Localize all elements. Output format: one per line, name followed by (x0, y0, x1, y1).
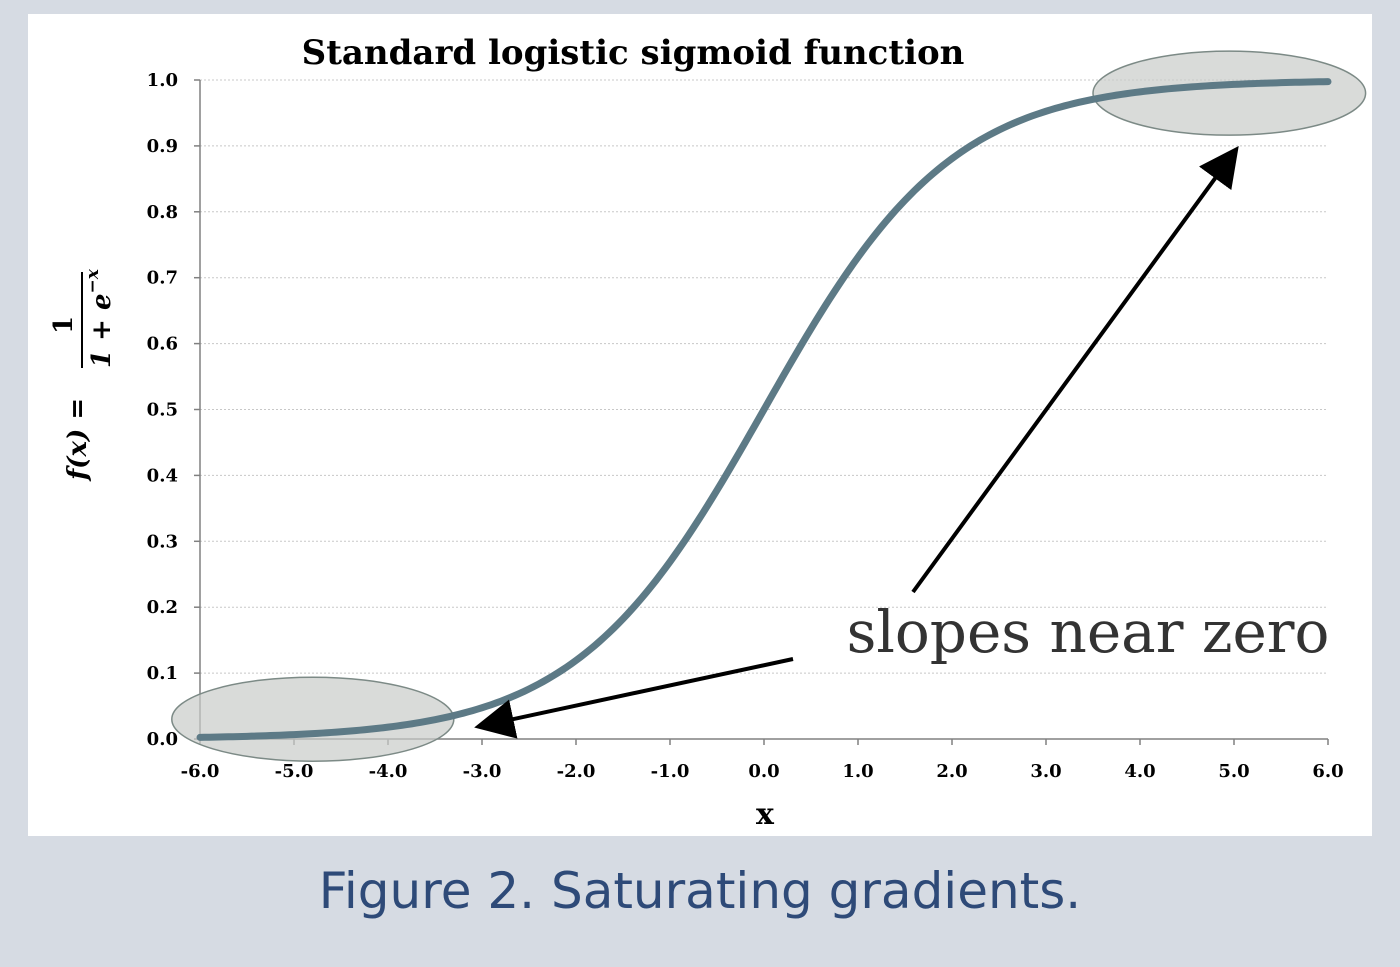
annotation-arrow (911, 146, 1239, 594)
x-tick-label: 1.0 (842, 761, 873, 782)
sigmoid-curve (196, 78, 1332, 741)
highlight-regions (171, 50, 1367, 762)
y-axis-label-numerator: 1 (49, 316, 79, 334)
y-axis-label-lhs: f(x) = (63, 398, 93, 482)
x-tick-label: -2.0 (557, 761, 596, 782)
y-tick-label: 0.6 (147, 334, 178, 355)
y-axis-label-denominator-exp: −x (83, 268, 103, 293)
x-tick-label: 5.0 (1218, 761, 1249, 782)
y-tick-label: 0.3 (147, 531, 178, 552)
x-tick-label: 3.0 (1030, 761, 1061, 782)
x-tick-label: 0.0 (748, 761, 779, 782)
x-tick-label: -5.0 (275, 761, 314, 782)
annotation-arrows (474, 146, 1239, 739)
y-tick-label: 0.4 (147, 465, 178, 486)
y-tick-labels: 0.0 0.1 0.2 0.3 0.4 0.5 0.6 0.7 0.8 0.9 1.0 (147, 70, 178, 750)
annotation-text: slopes near zero (847, 598, 1330, 666)
x-tick-label: 6.0 (1312, 761, 1343, 782)
x-tick-labels: -6.0 -5.0 -4.0 -3.0 -2.0 -1.0 0.0 1.0 2.0 3.0 4.0 5… (181, 761, 1344, 782)
y-tick-label: 0.5 (147, 400, 178, 421)
y-axis-label-denominator-base: 1 + e (87, 293, 117, 368)
y-tick-label: 0.8 (147, 202, 178, 223)
highlight-ellipse (171, 676, 455, 762)
y-axis-label: f(x) = 1 1 + e−x (49, 268, 117, 482)
y-tick-label: 0.9 (147, 136, 178, 157)
figure-caption: Figure 2. Saturating gradients. (318, 862, 1082, 920)
y-tick-label: 0.2 (147, 597, 178, 618)
x-axis-label: x (756, 797, 775, 832)
y-tick-label: 0.1 (147, 663, 178, 684)
y-tick-label: 1.0 (147, 70, 178, 91)
x-tick-label: 2.0 (936, 761, 967, 782)
y-axis-label-denominator: 1 + e−x (83, 268, 117, 368)
x-tick-label: -4.0 (369, 761, 408, 782)
sigmoid-curve-group (196, 78, 1332, 741)
x-tick-label: 4.0 (1124, 761, 1155, 782)
y-tick-label: 0.7 (147, 268, 178, 289)
x-tick-label: -6.0 (181, 761, 220, 782)
y-tick-label: 0.0 (147, 729, 178, 750)
chart-title: Standard logistic sigmoid function (302, 33, 965, 73)
grid-lines (200, 79, 1328, 674)
annotation-arrow (474, 657, 794, 739)
highlight-ellipse (1092, 50, 1367, 136)
x-tick-label: -1.0 (651, 761, 690, 782)
x-tick-label: -3.0 (463, 761, 502, 782)
